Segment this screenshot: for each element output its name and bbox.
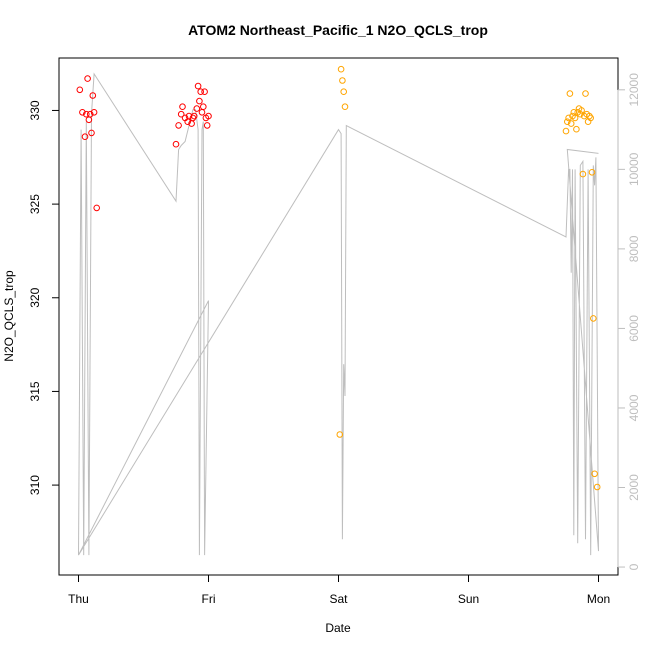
y-axis-left: 310 315 320 325 330 (28, 100, 60, 495)
data-point-orange (593, 483, 601, 491)
x-tick-label: Thu (68, 592, 89, 606)
plot-frame (58, 57, 619, 576)
data-point-orange (565, 114, 572, 122)
x-axis: Thu Fri Sat Sun Mon (68, 574, 610, 606)
data-point-red (189, 114, 197, 122)
y-axis-label: N2O_QCLS_trop (2, 270, 16, 362)
data-point-red (84, 75, 91, 82)
x-tick-label: Mon (587, 592, 610, 606)
data-point-red (93, 204, 100, 212)
data-point-red (205, 112, 212, 120)
y2-tick-label: 2000 (627, 474, 641, 501)
data-point-orange (337, 65, 345, 73)
chart-title: ATOM2 Northeast_Pacific_1 N2O_QCLS_trop (188, 22, 488, 38)
y-tick-label: 325 (28, 194, 42, 214)
data-point-orange (562, 127, 570, 135)
data-point-red (201, 88, 208, 95)
data-point-red (175, 122, 182, 129)
x-tick-label: Sun (458, 592, 479, 606)
data-point-red (193, 105, 201, 112)
data-point-red (90, 109, 98, 116)
data-point-orange (579, 170, 587, 178)
x-axis-label: Date (325, 621, 351, 635)
data-point-red (172, 140, 180, 148)
data-point-orange (341, 103, 349, 110)
data-point-red (177, 110, 185, 118)
data-point-orange (339, 77, 346, 84)
data-point-red (83, 110, 90, 118)
y-axis-right: 0 2000 4000 6000 8000 10000 12000 (617, 73, 641, 570)
data-point-red (89, 92, 97, 99)
data-point-red (194, 82, 202, 90)
data-point-orange (571, 114, 579, 122)
data-point-orange (586, 112, 593, 120)
y2-tick-label: 0 (627, 563, 641, 570)
x-tick-label: Fri (202, 592, 216, 606)
data-point-red (85, 116, 93, 124)
data-point-orange (566, 90, 574, 97)
data-point-orange (573, 125, 580, 133)
y-tick-label: 310 (28, 475, 42, 495)
data-point-red (76, 86, 84, 94)
data-point-orange (582, 90, 589, 97)
y2-tick-label: 8000 (627, 235, 641, 262)
altitude-series-line (78, 72, 599, 556)
x-tick-label: Sat (329, 592, 348, 606)
data-point-red (179, 103, 186, 110)
data-point-red (88, 129, 95, 137)
data-point-orange (588, 169, 596, 176)
data-point-orange (340, 88, 348, 95)
data-point-red (190, 112, 198, 120)
y-tick-label: 315 (28, 381, 42, 401)
y2-tick-label: 4000 (627, 394, 641, 421)
data-point-red (79, 109, 86, 116)
data-point-red (203, 122, 211, 129)
data-point-orange (577, 110, 584, 118)
data-point-red (86, 110, 94, 118)
y-tick-label: 330 (28, 100, 42, 120)
altitude-layer (78, 72, 599, 556)
data-point-red (196, 97, 203, 105)
y-tick-label: 320 (28, 287, 42, 307)
data-point-orange (578, 107, 585, 114)
data-point-red (200, 103, 207, 110)
data-point-red (197, 88, 204, 95)
y2-tick-label: 6000 (627, 315, 641, 342)
data-point-orange (590, 315, 597, 322)
data-point-red (81, 133, 89, 140)
data-point-red (198, 109, 206, 116)
y2-tick-label: 12000 (627, 73, 641, 107)
data-point-orange (567, 120, 575, 127)
y2-tick-label: 10000 (627, 152, 641, 186)
data-point-orange (591, 470, 598, 478)
data-point-orange (564, 118, 571, 125)
data-point-orange (336, 431, 344, 438)
data-point-orange (587, 114, 595, 122)
points-layer (76, 65, 601, 491)
